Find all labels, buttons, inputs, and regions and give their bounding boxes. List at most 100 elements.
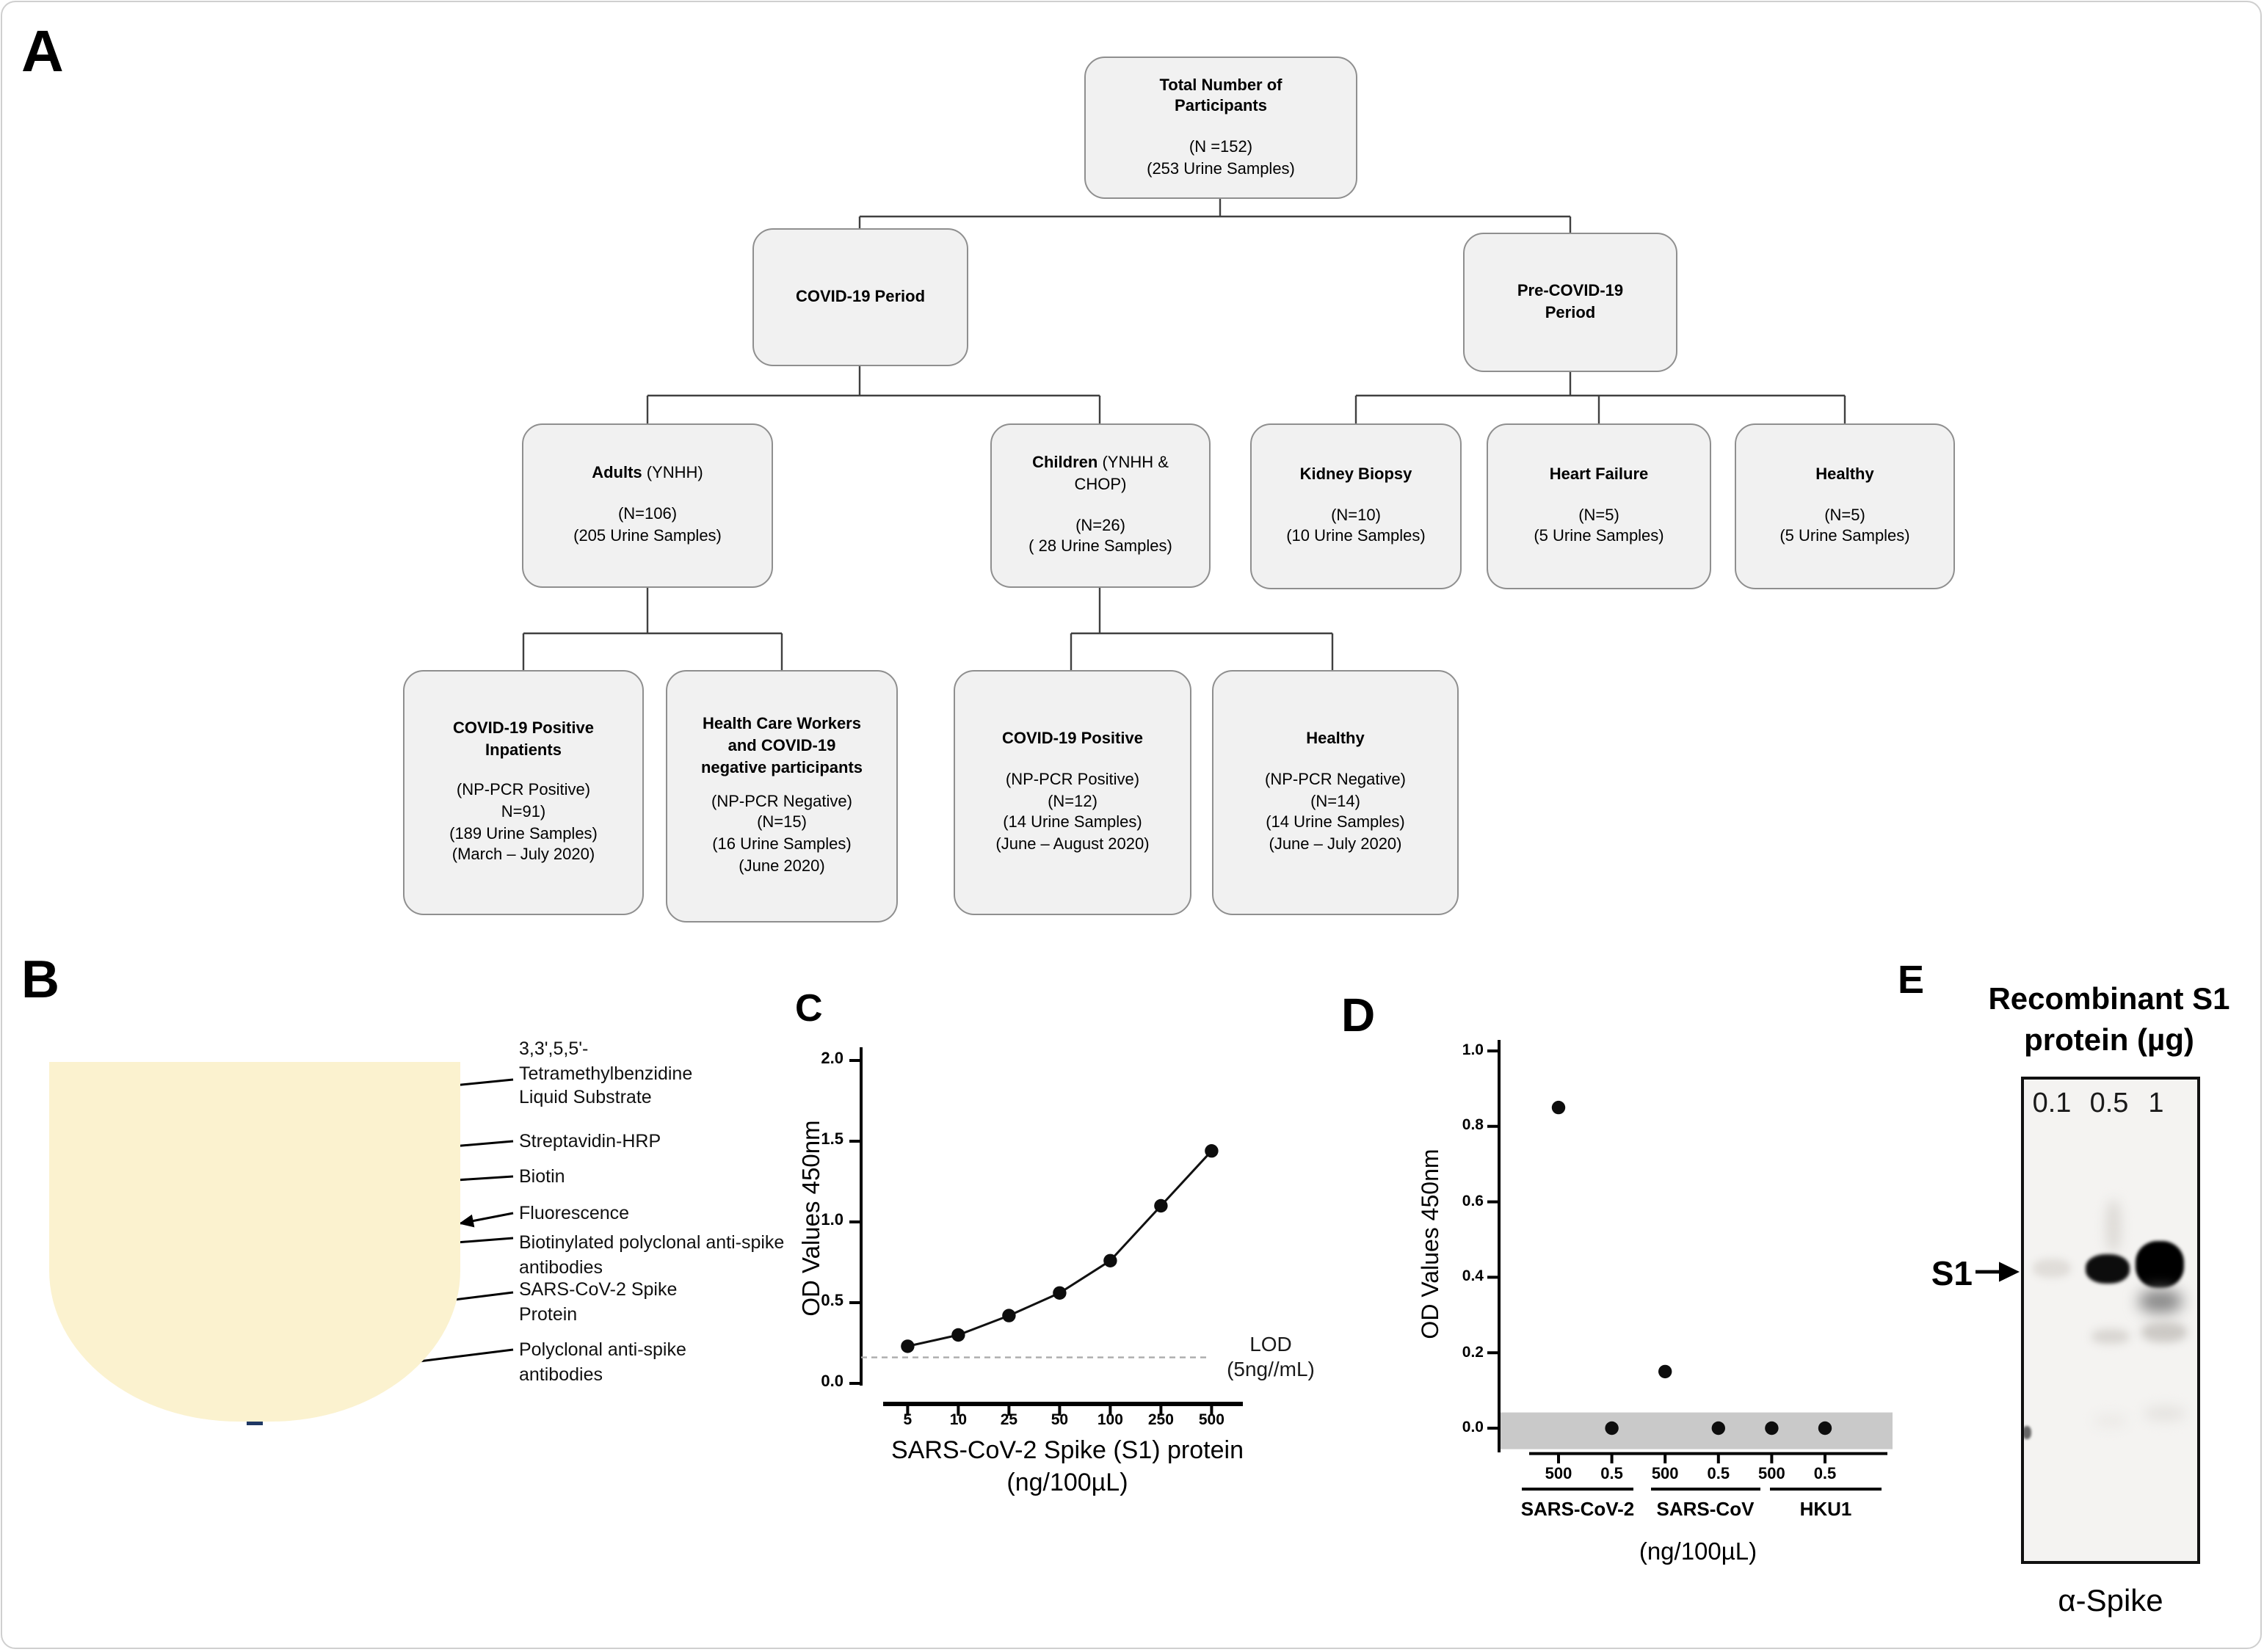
box-title: Total Number of Participants (1159, 76, 1282, 116)
box-line: (June – July 2020) (1269, 836, 1402, 854)
box-title: Children (1032, 454, 1098, 473)
lane-label: 1 (2148, 1088, 2164, 1119)
specificity-series (1551, 1100, 1832, 1436)
box-title: Heart Failure (1549, 465, 1649, 484)
lane-label: 0.5 (2089, 1088, 2129, 1119)
lane-label: 0.1 (2032, 1088, 2072, 1119)
band-faint-0.1 (2033, 1259, 2071, 1278)
flow-box-kidney-biopsy: Kidney Biopsy (N=10) (10 Urine Samples) (1250, 423, 1462, 589)
panel-label-a: A (21, 20, 64, 84)
label-biotinylated-antibodies: Biotinylated polyclonal anti-spike antib… (519, 1232, 785, 1277)
x-tick: 250 (1147, 1411, 1174, 1429)
assay-well (49, 1062, 460, 1422)
box-line: (June 2020) (739, 857, 825, 876)
y-tick: 0.8 (1462, 1116, 1484, 1135)
box-line: (N=14) (1310, 793, 1360, 811)
group-name-sars-cov: SARS-CoV (1656, 1498, 1755, 1520)
box-title: Pre-COVID-19 Period (1517, 282, 1624, 321)
blot-title: Recombinant S1 protein (µg) (1988, 983, 2230, 1058)
specificity-axes (1487, 1040, 1893, 1491)
band-low-0.5 (2091, 1329, 2130, 1344)
y-tick: 1.0 (821, 1212, 843, 1229)
y-tick: 0.0 (821, 1373, 843, 1391)
box-title-suffix: (YNHH & CHOP) (1074, 454, 1169, 494)
flow-box-covid-period: COVID-19 Period (752, 228, 968, 366)
dose-label: 500 (1545, 1465, 1572, 1482)
box-line: (N=106) (617, 506, 678, 524)
lod-subtext: (5ng//mL) (1227, 1357, 1315, 1380)
band-1 (2136, 1241, 2184, 1288)
label-biotin: Biotin (519, 1166, 565, 1187)
y-tick: 0.5 (821, 1292, 843, 1310)
box-line: (N=26) (1075, 517, 1125, 534)
box-line: (NP-PCR Negative) (1265, 771, 1406, 789)
y-tick: 2.0 (821, 1050, 843, 1068)
x-tick: 25 (1000, 1411, 1018, 1429)
label-polyclonal-antibodies: Polyclonal anti-spike antibodies (519, 1339, 686, 1384)
smear-0.5 (2106, 1200, 2121, 1253)
group-name-sars-cov-2: SARS-CoV-2 (1520, 1498, 1635, 1520)
specificity-y-axis-label: OD Values 450nm (1419, 1149, 1444, 1339)
flow-box-total: Total Number of Participants (N =152) (2… (1084, 57, 1357, 199)
box-line: (N=10) (1331, 506, 1381, 525)
baseline-band (1499, 1412, 1893, 1449)
s1-arrow-icon (1975, 1262, 2020, 1282)
box-line: (March – July 2020) (451, 846, 595, 865)
flow-box-inpatients: COVID-19 Positive Inpatients (NP-PCR Pos… (403, 670, 644, 915)
box-line: (N=5) (1578, 506, 1619, 525)
box-line: (N=12) (1048, 793, 1097, 811)
western-blot-image: 0.1 0.5 1 (2021, 1077, 2200, 1564)
x-tick: 50 (1051, 1411, 1069, 1429)
lod-label: LOD (5ng//mL) (1215, 1332, 1327, 1382)
y-tick: 1.0 (1462, 1041, 1484, 1059)
box-line: (16 Urine Samples) (712, 836, 852, 854)
band-low-1 (2141, 1322, 2187, 1342)
s1-band-label: S1 (1931, 1254, 1973, 1292)
box-line: N=91) (501, 804, 546, 821)
standard-curve-axes (849, 1047, 1243, 1416)
y-tick: 1.5 (821, 1131, 843, 1149)
panel-label-e: E (1898, 958, 1925, 1002)
box-title: Health Care Workers and COVID-19 negativ… (700, 716, 863, 777)
x-tick: 5 (903, 1411, 913, 1429)
box-title: COVID-19 Positive Inpatients (453, 719, 594, 760)
x-tick: 500 (1198, 1411, 1224, 1429)
x-tick: 10 (949, 1411, 968, 1429)
box-line: (N=15) (757, 814, 807, 832)
box-line: (10 Urine Samples) (1286, 528, 1426, 546)
panel-label-d: D (1341, 989, 1376, 1041)
flow-box-children-positive: COVID-19 Positive (NP-PCR Positive) (N=1… (954, 670, 1191, 915)
label-fluorescence: Fluorescence (519, 1203, 630, 1223)
box-line: ( 28 Urine Samples) (1028, 538, 1172, 556)
band-faint2-0.5 (2094, 1414, 2127, 1427)
box-line: (5 Urine Samples) (1779, 528, 1910, 546)
dose-label: 0.5 (1707, 1465, 1730, 1482)
box-line: (NP-PCR Negative) (711, 793, 852, 811)
flow-box-children-healthy: Healthy (NP-PCR Negative) (N=14) (14 Uri… (1212, 670, 1459, 915)
band-0.5 (2086, 1254, 2130, 1284)
y-tick: 0.6 (1462, 1192, 1484, 1210)
flow-box-children: Children (YNHH & CHOP) (N=26) ( 28 Urine… (990, 423, 1211, 588)
band-faint2-1 (2144, 1405, 2185, 1422)
box-line: (189 Urine Samples) (449, 825, 598, 843)
y-tick: 0.4 (1462, 1267, 1484, 1286)
panel-label-b: B (21, 949, 59, 1009)
lod-text: LOD (1249, 1332, 1292, 1356)
flow-box-healthy-precovid: Healthy (N=5) (5 Urine Samples) (1735, 423, 1955, 589)
box-line: (June – August 2020) (995, 836, 1150, 854)
box-line: (N=5) (1824, 506, 1865, 525)
box-line: (N =152) (1189, 139, 1253, 156)
box-title: Healthy (1815, 465, 1874, 484)
edge-speck (2024, 1426, 2031, 1439)
flow-box-heart-failure: Heart Failure (N=5) (5 Urine Samples) (1487, 423, 1711, 589)
group-name-hku1: HKU1 (1799, 1498, 1852, 1520)
standard-curve-series (901, 1144, 1219, 1353)
box-title: Adults (592, 465, 642, 483)
label-spike-protein: SARS-CoV-2 Spike Protein (519, 1279, 678, 1324)
panel-label-c: C (795, 986, 823, 1030)
x-tick: 100 (1097, 1411, 1123, 1429)
y-tick: 0.0 (1462, 1419, 1484, 1436)
box-line: (5 Urine Samples) (1534, 528, 1664, 546)
standard-curve-x-axis-label: SARS-CoV-2 Spike (S1) protein (ng/100µL) (891, 1436, 1244, 1496)
